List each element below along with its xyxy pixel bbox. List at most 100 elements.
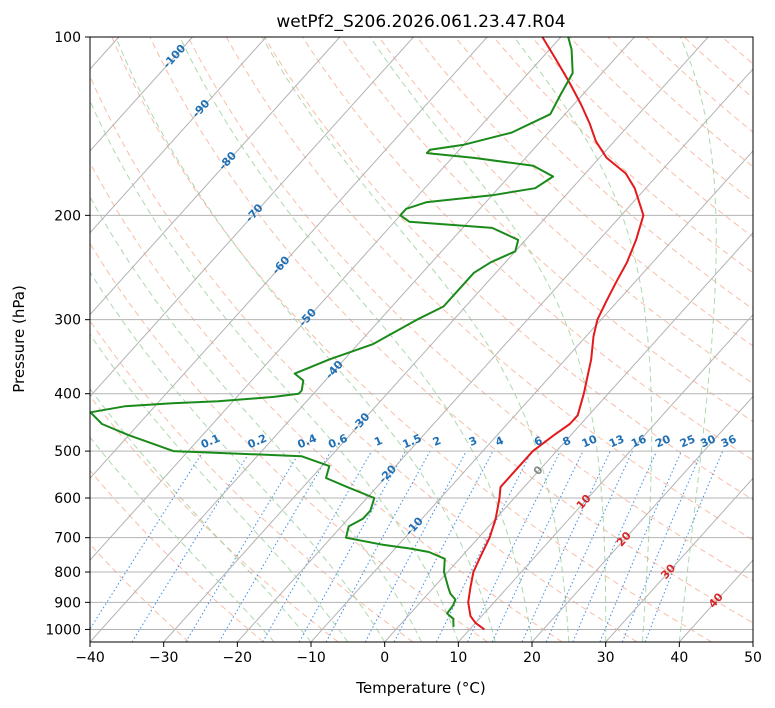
dry-adiabat-line xyxy=(761,37,775,642)
isotherm-line xyxy=(384,231,753,642)
mixing-ratio-line xyxy=(467,450,561,642)
y-tick-label: 300 xyxy=(54,313,81,329)
mixing-ratio-label: 6 xyxy=(532,434,544,449)
dry-adiabat-line xyxy=(187,37,753,582)
mixing-ratio-label: 0.6 xyxy=(326,432,349,452)
mixing-ratio-label: 0.2 xyxy=(246,432,269,452)
x-tick-label: −20 xyxy=(223,650,253,666)
isotherm-line xyxy=(90,37,562,561)
mixing-ratio-label: 2 xyxy=(431,434,443,449)
isotherm-line xyxy=(163,37,709,642)
y-tick-label: 900 xyxy=(54,595,81,611)
y-tick-label: 600 xyxy=(54,491,81,507)
moist-adiabat-line xyxy=(90,436,275,642)
dewpoint-line xyxy=(90,37,574,627)
mixing-ratio-label: 3 xyxy=(467,434,479,449)
gridlines xyxy=(90,37,753,642)
x-tick-label: 30 xyxy=(597,650,615,666)
profile-lines xyxy=(90,37,645,631)
moist-adiabat-line xyxy=(90,387,312,642)
dry-adiabat-line xyxy=(378,37,753,384)
isotherm-line xyxy=(236,68,753,642)
y-tick-label: 500 xyxy=(54,444,81,460)
mixing-ratio-line xyxy=(599,450,682,642)
dry-adiabat-line xyxy=(90,543,190,642)
mixing-ratio-label: 25 xyxy=(678,432,697,450)
mixing-ratio-line xyxy=(435,450,533,642)
mixing-ratio-line xyxy=(644,450,724,642)
moist-adiabat-line xyxy=(90,271,386,642)
y-tick-label: 700 xyxy=(54,531,81,547)
y-tick-label: 200 xyxy=(54,208,81,224)
dry-adiabat-line xyxy=(264,37,753,501)
dry-adiabat-line xyxy=(90,320,414,642)
dry-adiabat-line xyxy=(645,37,753,133)
mixing-ratio-label: 20 xyxy=(653,432,672,450)
mixing-ratio-label: 16 xyxy=(629,432,648,450)
dry-adiabat-line xyxy=(225,37,753,541)
moist-adiabat-line xyxy=(115,37,496,642)
x-axis-label: Temperature (°C) xyxy=(355,679,485,697)
dry-adiabat-line xyxy=(90,242,488,642)
y-tick-label: 800 xyxy=(54,565,81,581)
dry-adiabat-line xyxy=(493,37,753,274)
x-tick-label: 0 xyxy=(380,650,389,666)
x-tick-label: −10 xyxy=(296,650,326,666)
mixing-ratio-line xyxy=(621,450,703,642)
x-tick-label: 10 xyxy=(449,650,467,666)
x-tick-label: 50 xyxy=(744,650,762,666)
mixing-ratio-line xyxy=(545,450,633,642)
isotherm-line xyxy=(605,477,753,642)
reference-lines xyxy=(90,37,775,642)
isotherm-line xyxy=(531,395,753,642)
isotherm-line xyxy=(752,641,753,642)
mixing-ratio-line xyxy=(325,450,431,642)
mixing-ratio-label: 36 xyxy=(719,432,738,450)
isotherm-line xyxy=(457,313,753,642)
mixing-ratio-label: 10 xyxy=(580,432,599,450)
moist-adiabat-line xyxy=(90,99,459,642)
dry-adiabat-line xyxy=(90,469,264,642)
temperature-line xyxy=(467,37,645,631)
dry-adiabat-line xyxy=(454,37,753,310)
isotherm-line xyxy=(90,37,414,398)
reference-line-labels: -100-90-80-70-60-50-40-30-20-100.1 0.2 0.4… xyxy=(160,42,738,611)
dry-adiabat-line xyxy=(607,37,753,168)
moist-adiabat-line xyxy=(261,37,570,642)
dry-adiabat-line xyxy=(683,37,753,99)
x-tick-label: −40 xyxy=(75,650,105,666)
dry-adiabat-line xyxy=(416,37,753,347)
isotherm-line xyxy=(678,559,753,642)
isotherm-line xyxy=(90,37,193,152)
moist-adiabat-line xyxy=(513,37,653,642)
dry-adiabat-line xyxy=(531,37,753,238)
y-tick-label: 1000 xyxy=(45,622,81,638)
moist-adiabat-line xyxy=(179,37,533,642)
plot-frame xyxy=(89,36,754,643)
x-tick-label: −30 xyxy=(149,650,179,666)
moist-adiabat-line xyxy=(369,37,607,642)
mixing-ratio-label: 4 xyxy=(493,434,505,449)
mixing-ratio-line xyxy=(298,450,406,642)
isotherm-line xyxy=(310,150,753,642)
axes: −40 −30 −20 −10 0 10 20 30 40 5010020030040050060… xyxy=(45,30,762,666)
dry-adiabat-line xyxy=(90,161,563,642)
mixing-ratio-label: 30 xyxy=(698,432,717,450)
isotherm-line xyxy=(90,37,267,234)
mixing-ratio-line xyxy=(262,450,373,642)
isotherm-line xyxy=(90,37,635,642)
y-tick-label: 100 xyxy=(54,30,81,46)
mixing-ratio-label: 1.5 xyxy=(401,432,424,452)
x-tick-label: 40 xyxy=(670,650,688,666)
mixing-ratio-line xyxy=(131,450,251,642)
dry-adiabat-line xyxy=(149,37,753,624)
mixing-ratio-label: 1 xyxy=(372,434,384,449)
dry-adiabat-line xyxy=(340,37,753,423)
chart-title: wetPf2_S206.2026.061.23.47.R04 xyxy=(276,12,565,32)
isotherm-line xyxy=(90,37,488,480)
mixing-ratio-label: 8 xyxy=(561,434,573,449)
mixing-ratio-line xyxy=(90,450,204,630)
x-tick-label: 20 xyxy=(523,650,541,666)
mixing-ratio-label: 13 xyxy=(607,432,626,450)
